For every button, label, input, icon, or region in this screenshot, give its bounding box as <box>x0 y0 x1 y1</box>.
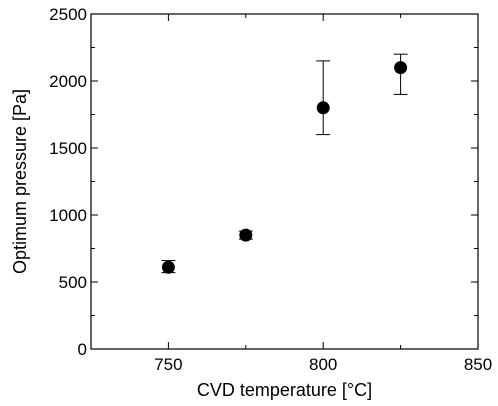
y-axis-ticks: 0 500 1000 1500 2000 2500 <box>49 5 478 359</box>
data-points <box>161 53 408 274</box>
y-axis-label: Optimum pressure [Pa] <box>10 89 30 274</box>
y-tick-label: 500 <box>59 273 87 292</box>
x-axis-label: CVD temperature [°C] <box>197 380 372 400</box>
data-point <box>316 101 330 115</box>
y-tick-label: 0 <box>78 340 87 359</box>
data-point <box>239 228 253 242</box>
x-tick-label: 850 <box>464 355 492 374</box>
y-tick-label: 1500 <box>49 139 87 158</box>
x-tick-label: 800 <box>309 355 337 374</box>
y-tick-label: 2500 <box>49 5 87 24</box>
data-point <box>161 260 175 274</box>
x-axis-ticks: 750 800 850 <box>154 14 492 374</box>
y-tick-label: 2000 <box>49 72 87 91</box>
data-point <box>394 61 408 75</box>
x-tick-label: 750 <box>154 355 182 374</box>
y-tick-label: 1000 <box>49 206 87 225</box>
plot-frame <box>90 13 479 350</box>
